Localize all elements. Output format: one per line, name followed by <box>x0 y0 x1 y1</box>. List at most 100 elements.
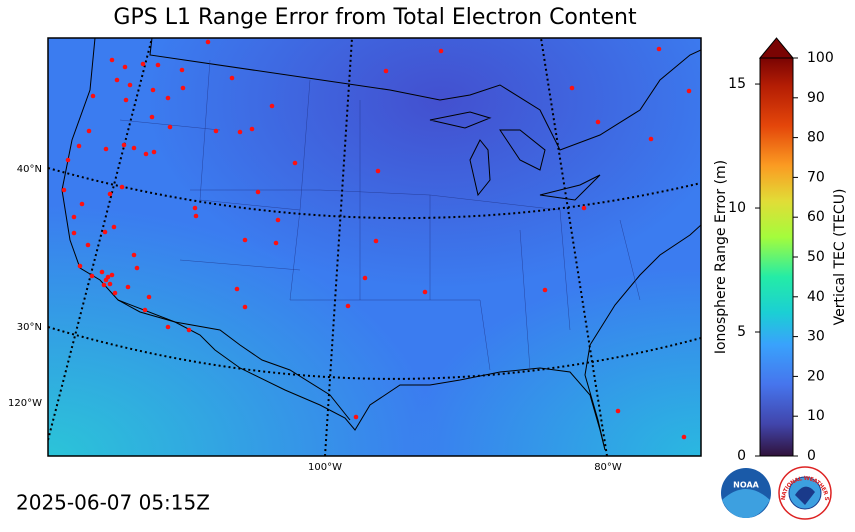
station <box>362 275 368 281</box>
right-tick-label: 10 <box>807 408 825 424</box>
stations <box>61 39 692 440</box>
station <box>373 238 379 244</box>
right-tick-label: 20 <box>807 368 825 384</box>
station <box>275 217 281 223</box>
station <box>134 265 140 271</box>
graticule <box>48 38 701 456</box>
lon-label: 100°W <box>308 462 342 473</box>
station <box>353 414 359 420</box>
station <box>229 75 235 81</box>
timestamp: 2025-06-07 05:15Z <box>16 491 210 515</box>
station <box>146 294 152 300</box>
map-frame <box>47 37 702 457</box>
station <box>615 408 621 414</box>
station <box>109 57 115 63</box>
station <box>234 286 240 292</box>
station <box>249 126 255 132</box>
station <box>165 324 171 330</box>
border <box>117 299 351 421</box>
colorbar-scale <box>759 57 794 457</box>
station <box>90 93 96 99</box>
station <box>213 128 219 134</box>
station <box>375 168 381 174</box>
station <box>142 307 148 313</box>
right-tick-label: 50 <box>807 249 825 265</box>
map <box>48 38 701 456</box>
station <box>542 287 548 293</box>
station <box>79 201 85 207</box>
station <box>119 184 125 190</box>
lon-label: 80°W <box>594 462 622 473</box>
left-tick-label: 15 <box>728 76 746 92</box>
tec-field <box>48 38 701 456</box>
station <box>149 114 155 120</box>
station <box>681 434 687 440</box>
station <box>205 39 211 45</box>
station <box>167 124 173 130</box>
station <box>103 146 109 152</box>
station <box>114 77 120 83</box>
station <box>438 48 444 54</box>
station <box>383 68 389 74</box>
lat-label: 40°N <box>17 164 42 175</box>
station <box>192 205 198 211</box>
station <box>143 151 149 157</box>
station <box>292 160 298 166</box>
station <box>155 62 161 68</box>
right-tick-label: 70 <box>807 169 825 185</box>
station <box>151 149 157 155</box>
colorbar-right-label: Vertical TEC (TECU) <box>832 189 848 326</box>
lon-label: 120°W <box>8 398 42 409</box>
station <box>569 85 575 91</box>
station <box>186 327 192 333</box>
station <box>107 191 113 197</box>
station <box>237 129 243 135</box>
station <box>71 214 77 220</box>
station <box>269 103 275 109</box>
lat-label: 30°N <box>17 322 42 333</box>
station <box>273 240 279 246</box>
station <box>179 67 185 73</box>
station <box>77 263 83 269</box>
station <box>242 304 248 310</box>
station <box>242 237 248 243</box>
station <box>422 289 428 295</box>
station <box>656 46 662 52</box>
right-tick-label: 0 <box>807 448 816 464</box>
right-tick-label: 100 <box>807 50 834 66</box>
station <box>131 252 137 258</box>
right-tick-label: 80 <box>807 130 825 146</box>
station <box>127 82 133 88</box>
station <box>65 157 71 163</box>
station <box>345 303 351 309</box>
left-tick-label: 0 <box>737 448 746 464</box>
colorbar-extend <box>758 37 795 59</box>
right-tick-label: 60 <box>807 209 825 225</box>
station <box>61 187 67 193</box>
station <box>193 213 199 219</box>
left-tick-label: 5 <box>737 324 746 340</box>
station <box>131 145 137 151</box>
station <box>89 273 95 279</box>
station <box>150 87 156 93</box>
station <box>581 205 587 211</box>
station <box>107 281 113 287</box>
station <box>165 95 171 101</box>
station <box>86 128 92 134</box>
station <box>121 142 127 148</box>
station <box>686 88 692 94</box>
station <box>180 85 186 91</box>
station <box>99 269 105 275</box>
station <box>101 282 107 288</box>
station <box>111 224 117 230</box>
title: GPS L1 Range Error from Total Electron C… <box>113 5 637 30</box>
right-tick-label: 90 <box>807 90 825 106</box>
logo-cloud <box>795 486 815 505</box>
station <box>103 277 109 283</box>
station <box>76 143 82 149</box>
logo-wave <box>722 489 770 518</box>
station <box>595 119 601 125</box>
logo-text: NOAA <box>733 481 759 490</box>
station <box>109 272 115 278</box>
left-tick-label: 10 <box>728 200 746 216</box>
